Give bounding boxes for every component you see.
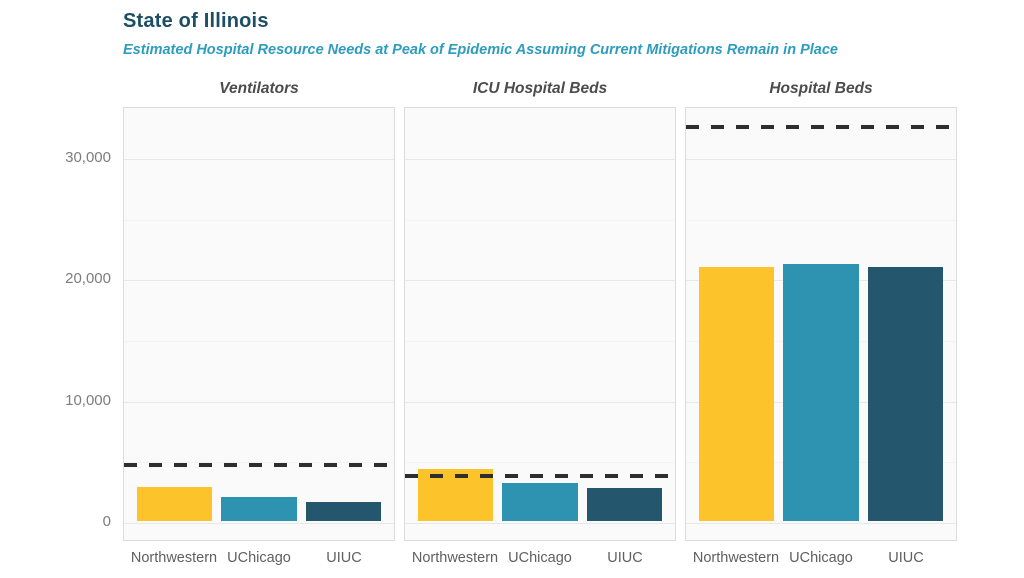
gridline-major	[405, 523, 675, 524]
bar-group	[137, 487, 381, 521]
bar-uiuc	[305, 501, 381, 521]
facet-panel-ventilators	[123, 107, 395, 541]
gridline-major	[124, 280, 394, 282]
x-axis-label-northwestern: Northwestern	[130, 550, 218, 566]
gridline-major	[405, 401, 675, 403]
gridline-minor	[405, 219, 675, 221]
y-axis-tick-label: 30,000	[65, 149, 111, 167]
x-axis-label-uiuc: UIUC	[607, 550, 643, 566]
x-axis-labels: Northwestern UChicago UIUC	[685, 541, 957, 577]
gridline-major	[124, 159, 394, 161]
x-axis-label-northwestern: Northwestern	[411, 550, 499, 566]
bar-uiuc	[586, 487, 662, 521]
x-axis-label-uiuc: UIUC	[888, 550, 924, 566]
gridline-minor	[124, 341, 394, 343]
figure-subtitle: Estimated Hospital Resource Needs at Pea…	[123, 42, 838, 58]
bar-group	[418, 468, 662, 521]
x-axis-label-uchicago: UChicago	[508, 550, 572, 566]
bar-northwestern	[699, 267, 775, 521]
gridline-major	[405, 280, 675, 282]
gridline-minor	[124, 462, 394, 464]
capacity-dashed-line	[405, 473, 675, 478]
facet-hospital-beds: Hospital Beds Northwestern UChicago UIUC	[685, 78, 957, 577]
figure-header: State of Illinois Estimated Hospital Res…	[123, 10, 838, 58]
faceted-bar-chart: 0 10,000 20,000 30,000 Ventilators Northwest…	[0, 78, 966, 577]
facet-panel-icu-hospital-beds	[404, 107, 676, 541]
x-axis-label-northwestern: Northwestern	[692, 550, 780, 566]
facet-icu-hospital-beds: ICU Hospital Beds Northwestern UChicago UIU…	[404, 78, 676, 577]
gridline-minor	[405, 462, 675, 464]
facet-title: ICU Hospital Beds	[472, 80, 608, 97]
bar-uiuc	[867, 267, 943, 521]
y-axis-tick-label: 20,000	[65, 270, 111, 288]
gridline-minor	[124, 219, 394, 221]
y-axis: 0 10,000 20,000 30,000	[0, 78, 123, 541]
bar-uchicago	[783, 263, 859, 521]
facet-title: Ventilators	[219, 80, 299, 97]
x-axis-label-uchicago: UChicago	[789, 550, 853, 566]
gridline-minor	[686, 219, 956, 221]
bar-group	[699, 263, 943, 521]
facet-panel-hospital-beds	[685, 107, 957, 541]
x-axis-labels: Northwestern UChicago UIUC	[123, 541, 395, 577]
bar-northwestern	[137, 487, 213, 521]
facet-ventilators: Ventilators Northwestern UChicago UIUC	[123, 78, 395, 577]
facet-row: Ventilators Northwestern UChicago UIUC ICU H…	[123, 78, 966, 577]
x-axis-label-uchicago: UChicago	[227, 550, 291, 566]
figure-title: State of Illinois	[123, 10, 269, 32]
capacity-dashed-line	[686, 124, 956, 129]
facet-title: Hospital Beds	[769, 80, 873, 97]
gridline-major	[124, 401, 394, 403]
bar-uchicago	[502, 482, 578, 521]
gridline-major	[686, 523, 956, 524]
y-axis-tick-label: 0	[102, 513, 111, 530]
capacity-dashed-line	[124, 463, 394, 468]
gridline-major	[686, 159, 956, 161]
gridline-major	[124, 523, 394, 524]
y-axis-tick-label: 10,000	[65, 391, 111, 409]
x-axis-labels: Northwestern UChicago UIUC	[404, 541, 676, 577]
gridline-major	[405, 159, 675, 161]
bar-uchicago	[221, 497, 297, 521]
bar-northwestern	[418, 468, 494, 521]
gridline-minor	[405, 341, 675, 343]
x-axis-label-uiuc: UIUC	[326, 550, 362, 566]
